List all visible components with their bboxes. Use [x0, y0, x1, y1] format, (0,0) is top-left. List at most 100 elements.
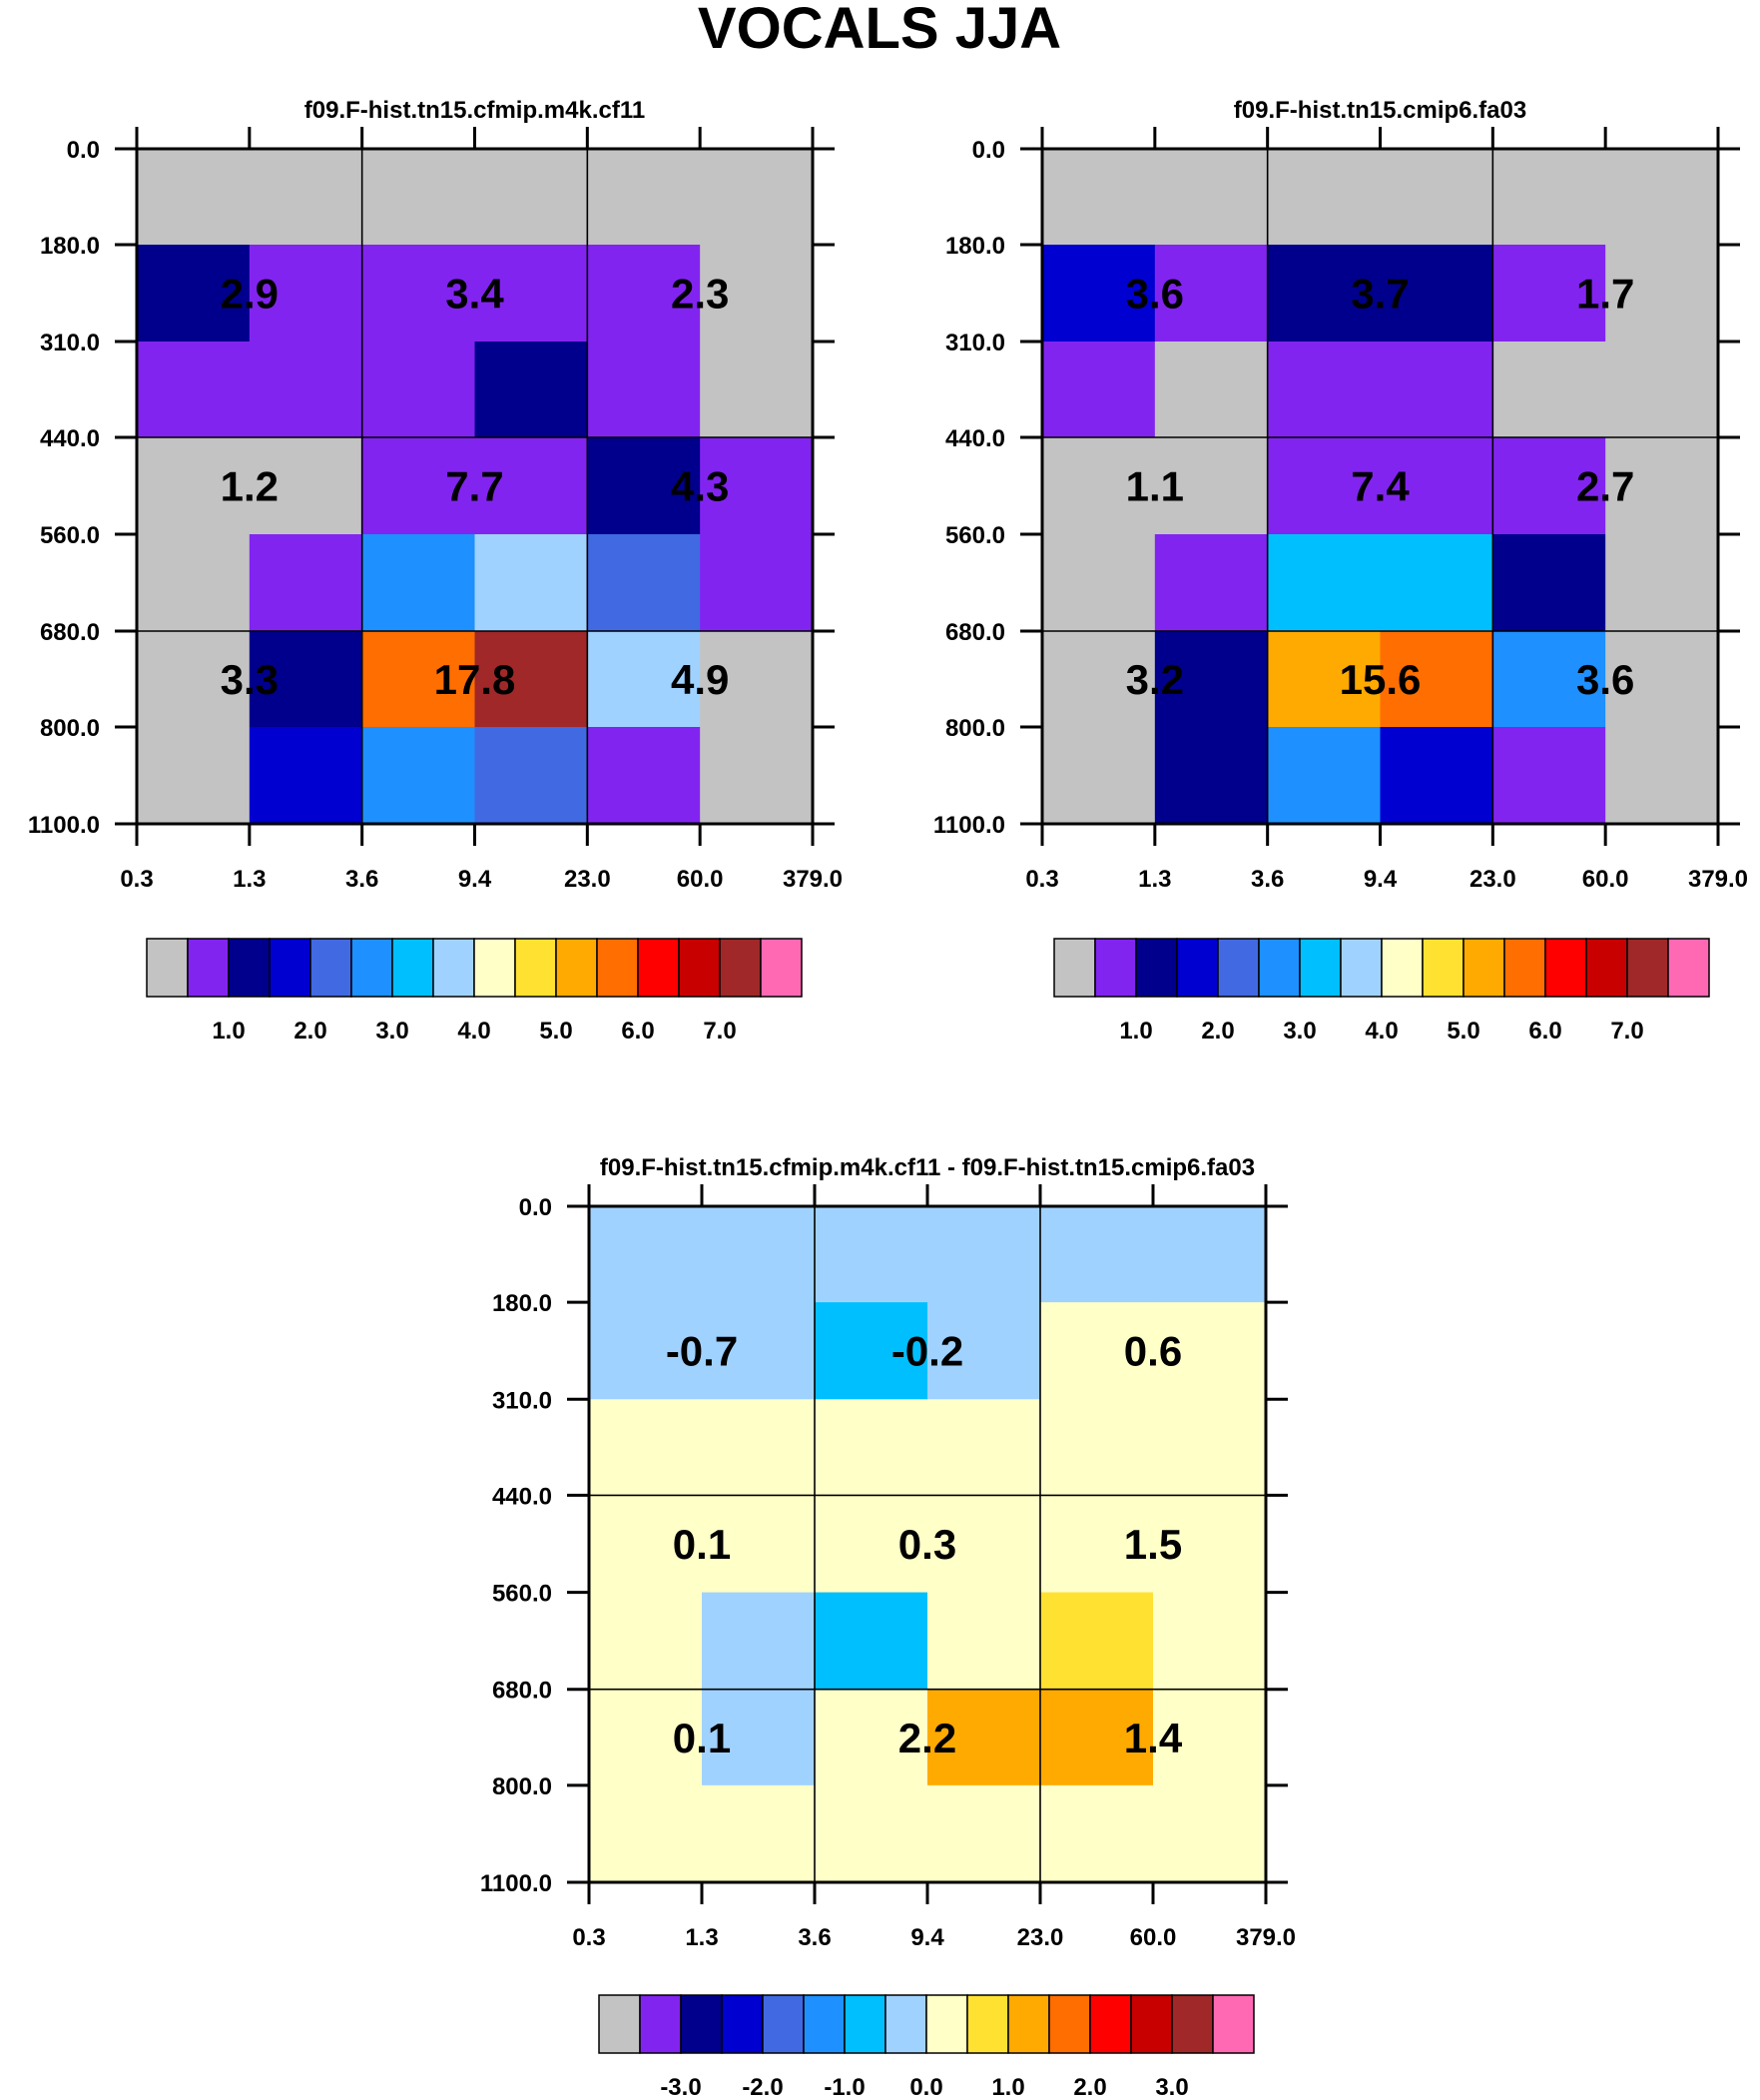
panel-title: f09.F-hist.tn15.cmip6.fa03: [1234, 97, 1526, 124]
heatmap-cell: [474, 534, 588, 632]
x-tick-label: 379.0: [783, 866, 843, 893]
heatmap-cell: [1605, 437, 1719, 535]
heatmap-cell: [1040, 1592, 1154, 1691]
heatmap-cell: [587, 245, 701, 343]
heatmap-cell: [249, 534, 363, 632]
heatmap-cell: [815, 1784, 928, 1883]
colorbar-swatch: [146, 938, 189, 998]
y-tick-label: 440.0: [492, 1483, 552, 1510]
colorbar-label: 1.0: [1119, 1018, 1152, 1045]
heatmap-cell: [1154, 245, 1269, 343]
block-value-label: 3.4: [445, 271, 504, 318]
heatmap-cell: [1492, 245, 1606, 343]
block-value-label: 1.7: [1576, 271, 1634, 318]
y-tick-label: 1100.0: [933, 812, 1005, 839]
x-tick-label: 9.4: [1364, 866, 1398, 893]
heatmap-cell: [1492, 631, 1606, 728]
colorbar-swatch: [1135, 938, 1178, 998]
colorbar-label: 2.0: [1201, 1018, 1234, 1045]
colorbar-swatch: [1340, 938, 1383, 998]
x-tick-label: 1.3: [233, 866, 266, 893]
heatmap-cell: [1605, 631, 1719, 728]
colorbar-swatch: [639, 1994, 682, 2054]
colorbar-swatch: [719, 938, 762, 998]
x-tick-label: 9.4: [458, 866, 492, 893]
colorbar-swatch: [884, 1994, 927, 2054]
heatmap-cell: [815, 1592, 928, 1691]
heatmap-cell: [1380, 534, 1493, 632]
heatmap-cell: [361, 534, 476, 632]
y-tick-label: 800.0: [40, 715, 100, 742]
colorbar-swatch: [803, 1994, 846, 2054]
colorbar-swatch: [269, 938, 311, 998]
block-value-label: 1.1: [1126, 463, 1184, 510]
x-tick-label: 23.0: [1469, 866, 1516, 893]
heatmap-cell: [1492, 437, 1606, 535]
colorbar-swatch: [762, 1994, 805, 2054]
y-tick-label: 310.0: [40, 330, 100, 356]
heatmap-cell: [1380, 437, 1493, 535]
x-tick-label: 60.0: [1582, 866, 1629, 893]
heatmap-cell: [589, 1399, 703, 1497]
heatmap-cell: [137, 534, 251, 632]
heatmap-cell: [474, 342, 588, 438]
block-value-label: 17.8: [434, 656, 516, 703]
block-value-label: 3.3: [221, 656, 279, 703]
heatmap-cell: [1153, 1399, 1267, 1497]
block-value-label: 7.4: [1351, 463, 1410, 510]
colorbar-label: -2.0: [742, 2074, 783, 2100]
heatmap-cell: [1492, 342, 1606, 438]
colorbar-swatch: [598, 1994, 641, 2054]
colorbar-swatch: [678, 938, 721, 998]
heatmap-cell: [702, 1689, 816, 1786]
figure-title: VOCALS JJA: [698, 0, 1061, 61]
heatmap-cell: [249, 342, 363, 438]
colorbar-swatch: [1130, 1994, 1173, 2054]
colorbar-label: 1.0: [991, 2074, 1024, 2100]
heatmap-cell: [1267, 149, 1382, 246]
heatmap-cell: [927, 1399, 1041, 1497]
colorbar-swatch: [514, 938, 557, 998]
heatmap-cell: [1040, 1302, 1154, 1400]
colorbar-swatch: [637, 938, 680, 998]
x-tick-label: 23.0: [1017, 1924, 1064, 1951]
heatmap-cell: [1380, 245, 1493, 343]
heatmap-cell: [815, 1302, 928, 1400]
colorbar-swatch: [555, 938, 598, 998]
x-tick-label: 0.3: [1025, 866, 1058, 893]
colorbar-label: 6.0: [1528, 1018, 1561, 1045]
heatmap-cell: [1042, 534, 1156, 632]
block-value-label: 4.3: [671, 463, 729, 510]
block-value-label: 0.1: [673, 1521, 731, 1568]
y-tick-label: 310.0: [492, 1387, 552, 1414]
panel-title: f09.F-hist.tn15.cfmip.m4k.cf11 - f09.F-h…: [600, 1154, 1255, 1181]
heatmap-cell: [700, 149, 814, 246]
heatmap-cell: [1492, 727, 1606, 825]
colorbar-swatch: [473, 938, 516, 998]
heatmap-cell: [1605, 534, 1719, 632]
heatmap-cell: [1042, 631, 1156, 728]
heatmap-cell: [927, 1592, 1041, 1691]
heatmap-cell: [1042, 149, 1156, 246]
heatmap-cell: [249, 727, 363, 825]
colorbar-label: 2.0: [1073, 2074, 1106, 2100]
y-tick-label: 0.0: [972, 137, 1005, 164]
heatmap-cell: [1153, 1592, 1267, 1691]
heatmap-cell: [589, 1495, 703, 1594]
heatmap-cell: [1040, 1689, 1154, 1786]
colorbar-swatch: [1299, 938, 1342, 998]
y-tick-label: 680.0: [492, 1678, 552, 1705]
heatmap-cell: [700, 245, 814, 343]
heatmap-cell: [1042, 437, 1156, 535]
heatmap-cell: [587, 342, 701, 438]
block-value-label: 15.6: [1340, 656, 1422, 703]
x-tick-label: 1.3: [1138, 866, 1171, 893]
y-tick-label: 440.0: [945, 425, 1005, 452]
heatmap-cell: [927, 1206, 1041, 1303]
x-tick-label: 1.3: [685, 1924, 718, 1951]
heatmap-cell: [589, 1206, 703, 1303]
heatmap-cell: [1154, 149, 1269, 246]
colorbar-label: 3.0: [1283, 1018, 1316, 1045]
colorbar-label: 7.0: [703, 1018, 736, 1045]
block-value-label: 0.1: [673, 1715, 731, 1761]
